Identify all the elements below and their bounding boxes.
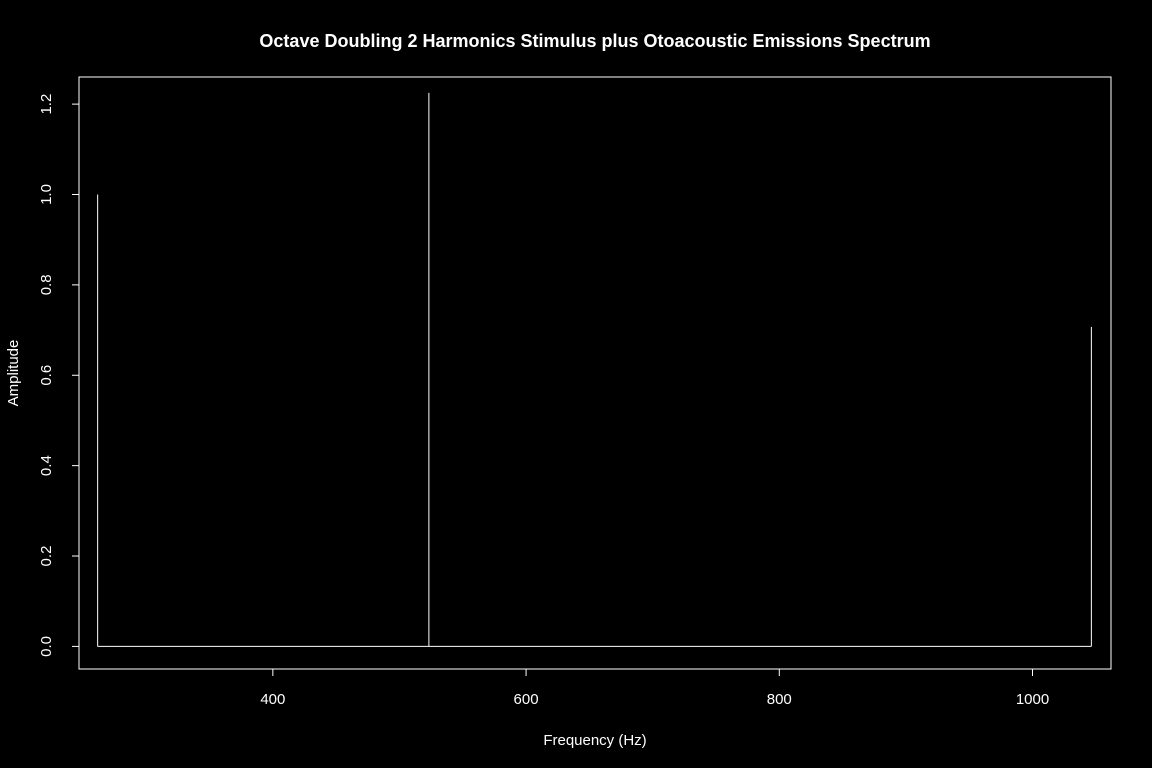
y-axis-label: Amplitude <box>5 340 22 407</box>
y-tick-label: 0.6 <box>38 365 55 386</box>
x-tick-label: 600 <box>514 691 539 708</box>
y-tick-label: 0.4 <box>38 455 55 476</box>
y-tick-label: 0.2 <box>38 546 55 567</box>
x-tick-label: 400 <box>260 691 285 708</box>
x-axis-ticks: 400 600 800 1000 <box>260 669 1049 708</box>
x-tick-label: 1000 <box>1016 691 1049 708</box>
y-tick-label: 1.0 <box>38 184 55 205</box>
x-tick-label: 800 <box>767 691 792 708</box>
x-axis-label: Frequency (Hz) <box>543 732 646 749</box>
y-axis-ticks: 0.0 0.2 0.4 0.6 0.8 1.0 1.2 <box>38 94 79 657</box>
spectrum-series <box>97 92 1092 647</box>
y-tick-label: 0.0 <box>38 636 55 657</box>
chart-title: Octave Doubling 2 Harmonics Stimulus plu… <box>259 31 930 51</box>
y-tick-label: 0.8 <box>38 274 55 295</box>
y-tick-label: 1.2 <box>38 94 55 115</box>
